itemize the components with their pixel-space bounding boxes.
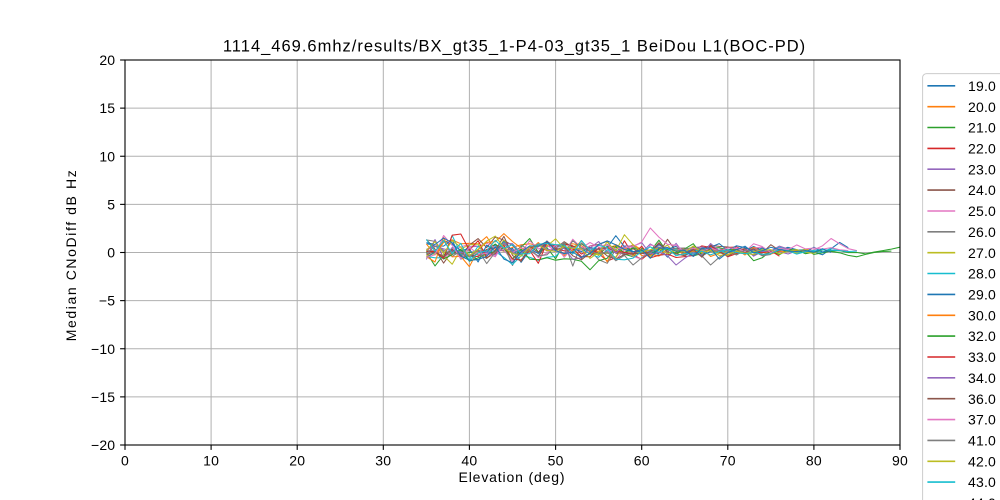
svg-text:41.0: 41.0 — [968, 433, 996, 449]
svg-text:30.0: 30.0 — [968, 307, 996, 323]
svg-text:60: 60 — [634, 453, 650, 469]
svg-text:21.0: 21.0 — [968, 120, 996, 136]
svg-text:5: 5 — [107, 196, 115, 212]
svg-text:19.0: 19.0 — [968, 78, 996, 94]
svg-text:Median CNoDiff dB Hz: Median CNoDiff dB Hz — [63, 169, 79, 342]
svg-text:29.0: 29.0 — [968, 287, 996, 303]
svg-text:22.0: 22.0 — [968, 141, 996, 157]
svg-text:−10: −10 — [91, 341, 115, 357]
svg-text:−5: −5 — [99, 293, 115, 309]
svg-text:10: 10 — [99, 148, 115, 164]
svg-text:40: 40 — [461, 453, 477, 469]
svg-text:36.0: 36.0 — [968, 391, 996, 407]
svg-text:0: 0 — [121, 453, 129, 469]
svg-text:0: 0 — [107, 245, 115, 261]
svg-text:32.0: 32.0 — [968, 328, 996, 344]
svg-text:25.0: 25.0 — [968, 203, 996, 219]
svg-text:27.0: 27.0 — [968, 245, 996, 261]
svg-text:34.0: 34.0 — [968, 370, 996, 386]
svg-text:90: 90 — [892, 453, 908, 469]
svg-text:44.0: 44.0 — [968, 495, 996, 500]
svg-text:33.0: 33.0 — [968, 349, 996, 365]
svg-text:28.0: 28.0 — [968, 266, 996, 282]
svg-text:43.0: 43.0 — [968, 474, 996, 490]
svg-text:20: 20 — [289, 453, 305, 469]
svg-text:−15: −15 — [91, 389, 115, 405]
svg-text:37.0: 37.0 — [968, 412, 996, 428]
svg-text:42.0: 42.0 — [968, 453, 996, 469]
svg-text:24.0: 24.0 — [968, 182, 996, 198]
svg-text:20.0: 20.0 — [968, 99, 996, 115]
svg-text:80: 80 — [806, 453, 822, 469]
svg-text:23.0: 23.0 — [968, 161, 996, 177]
svg-text:−20: −20 — [91, 437, 115, 453]
svg-text:15: 15 — [99, 100, 115, 116]
svg-text:26.0: 26.0 — [968, 224, 996, 240]
svg-text:70: 70 — [720, 453, 736, 469]
svg-text:30: 30 — [375, 453, 391, 469]
svg-text:50: 50 — [548, 453, 564, 469]
svg-text:20: 20 — [99, 52, 115, 68]
svg-text:Elevation (deg): Elevation (deg) — [459, 469, 566, 485]
svg-text:10: 10 — [203, 453, 219, 469]
svg-text:1114_469.6mhz/results/BX_gt35_: 1114_469.6mhz/results/BX_gt35_1-P4-03_gt… — [223, 38, 806, 56]
